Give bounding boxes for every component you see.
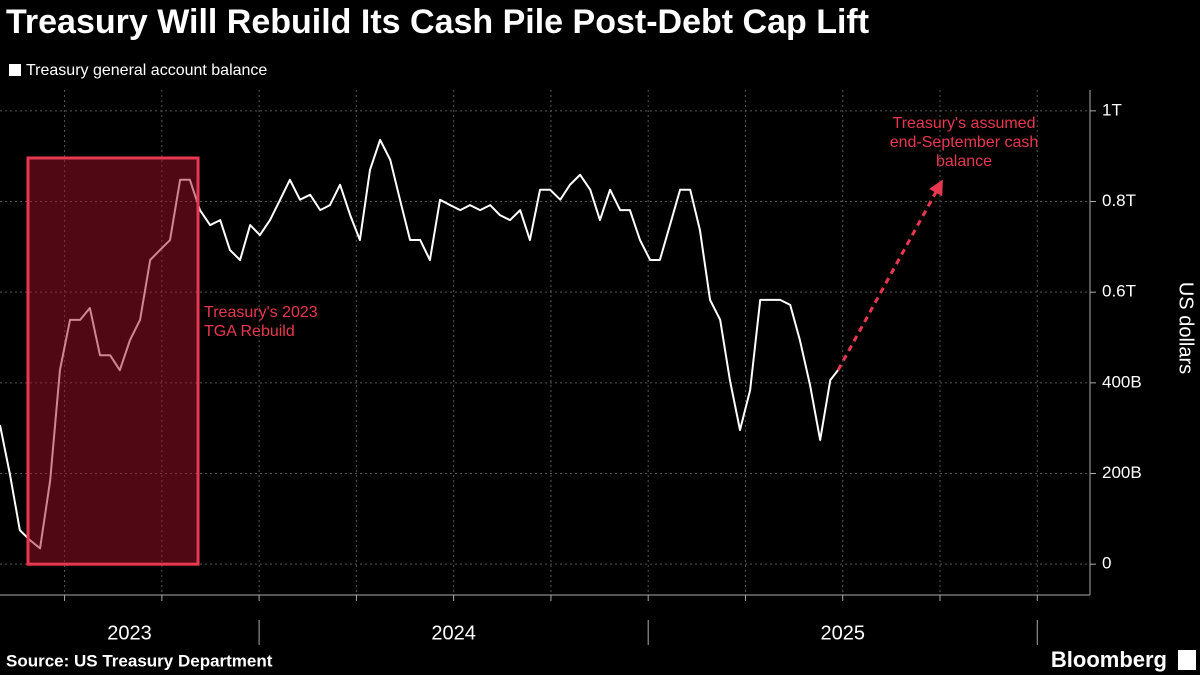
y-tick-label: 400B [1102, 372, 1142, 391]
highlight-box [26, 156, 200, 566]
y-tick-label: 0 [1102, 554, 1111, 573]
x-tick-label: 2023 [107, 622, 152, 644]
y-tick-label: 1T [1102, 100, 1122, 119]
projection-arrow [836, 179, 943, 371]
brand: Bloomberg [1051, 647, 1167, 672]
annotation: Treasury's assumed [893, 115, 1036, 132]
legend-label: Treasury general account balance [26, 62, 267, 79]
brand-icon [1178, 650, 1196, 670]
annotation: balance [936, 153, 992, 170]
annotation: end-September cash [890, 134, 1039, 151]
y-tick-label: 200B [1102, 463, 1142, 482]
annotation: Treasury's 2023 [204, 304, 318, 321]
chart-title: Treasury Will Rebuild Its Cash Pile Post… [6, 3, 869, 41]
y-tick-label: 0.6T [1102, 282, 1136, 301]
source: Source: US Treasury Department [6, 651, 273, 670]
annotation: TGA Rebuild [204, 323, 295, 340]
legend-swatch [9, 64, 21, 76]
x-tick-label: 2025 [820, 622, 865, 644]
y-tick-label: 0.8T [1102, 191, 1136, 210]
x-tick-label: 2024 [431, 622, 476, 644]
y-axis-label: US dollars [1175, 282, 1197, 374]
